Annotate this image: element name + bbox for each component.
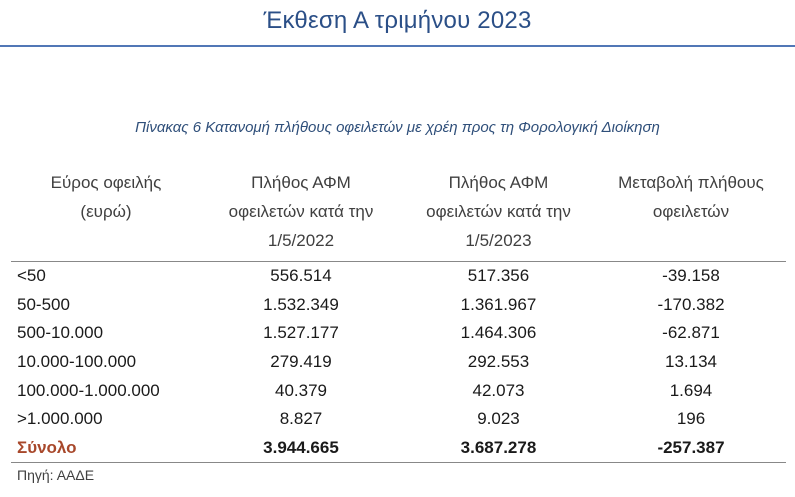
debt-range-cell: 50-500 xyxy=(17,294,70,314)
header-debt-range: Εύρος οφειλής (ευρώ) xyxy=(11,168,201,262)
change-cell: 196 xyxy=(676,409,706,429)
document-header: Έκθεση Α τριμήνου 2023 xyxy=(0,0,795,50)
header-divider xyxy=(0,45,795,47)
count-2023-cell: 1.464.306 xyxy=(460,323,537,343)
total-label: Σύνολο xyxy=(11,433,201,464)
source-note: Πηγή: ΑΑΔΕ xyxy=(17,467,95,483)
change-cell: -170.382 xyxy=(657,294,725,314)
total-change-cell: -257.387 xyxy=(596,433,786,464)
count-2023-cell: 292.553 xyxy=(467,352,530,372)
header-count-2023-line: Πλήθος ΑΦΜ xyxy=(448,173,549,192)
document-title: Έκθεση Α τριμήνου 2023 xyxy=(263,7,532,34)
header-count-2022-line: 1/5/2022 xyxy=(267,231,335,250)
header-change-line: οφειλετών xyxy=(652,202,730,221)
header-count-2022-line: Πλήθος ΑΦΜ xyxy=(251,173,351,192)
debt-range-cell: <50 xyxy=(17,266,46,286)
table-row: >1.000.000 8.827 9.023 196 xyxy=(11,405,786,434)
count-2022-cell: 556.514 xyxy=(270,266,332,286)
count-2022-cell: 279.419 xyxy=(270,352,332,372)
count-2023-cell: 9.023 xyxy=(477,409,520,429)
header-count-2022-line: οφειλετών κατά την xyxy=(228,202,374,221)
total-2022-cell: 3.944.665 xyxy=(201,433,401,464)
header-change: Μεταβολή πλήθους οφειλετών xyxy=(596,168,786,262)
debt-range-cell: >1.000.000 xyxy=(17,409,103,429)
change-cell: 13.134 xyxy=(665,352,717,372)
header-debt-range-line: (ευρώ) xyxy=(80,202,132,221)
change-cell: 1.694 xyxy=(669,380,713,400)
table-caption: Πίνακας 6 Κατανομή πλήθους οφειλετών με … xyxy=(135,119,660,136)
header-change-line: Μεταβολή πλήθους xyxy=(618,173,764,192)
count-2022-cell: 1.527.177 xyxy=(263,323,339,343)
header-count-2023-line: οφειλετών κατά την xyxy=(426,202,571,221)
total-2023-cell: 3.687.278 xyxy=(401,433,596,464)
change-cell: -62.871 xyxy=(662,323,720,343)
count-2023-cell: 42.073 xyxy=(472,380,525,400)
count-2023-cell: 1.361.967 xyxy=(460,294,537,314)
debt-range-cell: 10.000-100.000 xyxy=(17,352,137,372)
table-body: <50 556.514 517.356 -39.158 50-500 1.532… xyxy=(11,262,786,464)
table-header: Εύρος οφειλής (ευρώ) Πλήθος ΑΦΜ οφειλετώ… xyxy=(11,168,786,262)
count-2023-cell: 517.356 xyxy=(467,266,530,286)
table-row: 100.000-1.000.000 40.379 42.073 1.694 xyxy=(11,376,786,405)
table-row: <50 556.514 517.356 -39.158 xyxy=(11,262,786,291)
header-count-2022: Πλήθος ΑΦΜ οφειλετών κατά την 1/5/2022 xyxy=(201,168,401,262)
count-2022-cell: 1.532.349 xyxy=(263,294,339,314)
debt-range-cell: 100.000-1.000.000 xyxy=(17,380,160,400)
change-cell: -39.158 xyxy=(662,266,720,286)
total-row: Σύνολο 3.944.665 3.687.278 -257.387 xyxy=(11,433,786,464)
count-2022-cell: 40.379 xyxy=(275,380,327,400)
table-row: 10.000-100.000 279.419 292.553 13.134 xyxy=(11,348,786,377)
count-2022-cell: 8.827 xyxy=(279,409,323,429)
header-row: Εύρος οφειλής (ευρώ) Πλήθος ΑΦΜ οφειλετώ… xyxy=(11,168,786,262)
debt-range-cell: 500-10.000 xyxy=(17,323,104,343)
table-row: 500-10.000 1.527.177 1.464.306 -62.871 xyxy=(11,319,786,348)
header-debt-range-line: Εύρος οφειλής xyxy=(50,173,162,192)
debtors-table: Εύρος οφειλής (ευρώ) Πλήθος ΑΦΜ οφειλετώ… xyxy=(11,168,786,464)
header-count-2023-line: 1/5/2023 xyxy=(465,231,532,250)
header-count-2023: Πλήθος ΑΦΜ οφειλετών κατά την 1/5/2023 xyxy=(401,168,596,262)
table-row: 50-500 1.532.349 1.361.967 -170.382 xyxy=(11,291,786,320)
